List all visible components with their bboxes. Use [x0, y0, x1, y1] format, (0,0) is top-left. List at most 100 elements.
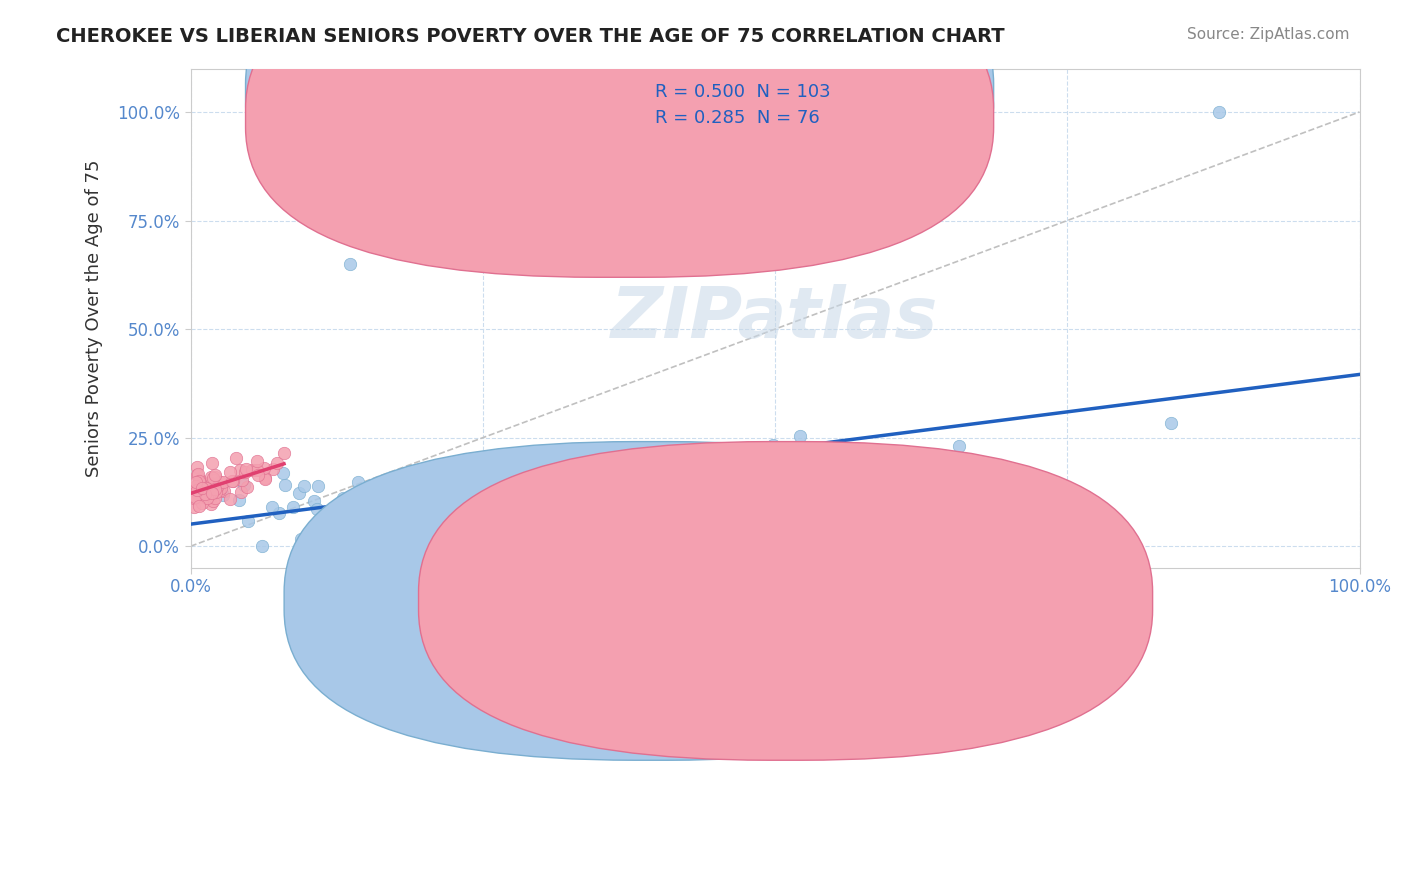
Point	[426, 490, 449, 504]
Point	[186, 483, 208, 498]
Point	[744, 472, 766, 486]
Point	[582, 481, 605, 495]
Point	[453, 485, 475, 500]
Point	[195, 481, 218, 495]
Point	[394, 508, 416, 522]
Point	[246, 463, 269, 477]
Point	[704, 493, 727, 508]
Point	[765, 460, 787, 475]
Point	[665, 449, 688, 463]
Point	[402, 485, 425, 500]
Point	[194, 487, 217, 501]
Point	[209, 481, 232, 495]
Point	[553, 482, 575, 496]
Point	[208, 484, 231, 499]
Point	[290, 532, 312, 546]
Point	[450, 478, 472, 492]
Point	[229, 463, 252, 477]
Point	[200, 470, 222, 484]
Point	[453, 480, 475, 494]
Point	[503, 480, 526, 494]
Text: Source: ZipAtlas.com: Source: ZipAtlas.com	[1187, 27, 1350, 42]
Point	[205, 480, 228, 494]
Point	[202, 474, 225, 488]
Point	[204, 482, 226, 496]
Point	[221, 475, 243, 489]
Point	[198, 491, 221, 505]
Point	[546, 506, 568, 520]
Point	[529, 477, 551, 491]
Point	[253, 461, 276, 475]
Point	[184, 490, 207, 504]
Point	[200, 490, 222, 504]
Point	[209, 475, 232, 489]
Point	[191, 496, 214, 510]
Point	[605, 478, 627, 492]
Point	[789, 429, 811, 443]
Point	[245, 454, 267, 468]
Point	[222, 475, 245, 489]
Point	[191, 479, 214, 493]
Point	[427, 492, 450, 507]
Point	[422, 475, 444, 489]
Point	[219, 465, 242, 479]
Point	[354, 519, 377, 533]
Point	[236, 514, 259, 528]
Point	[547, 477, 569, 491]
Point	[184, 485, 207, 500]
Point	[516, 470, 538, 484]
Point	[195, 481, 218, 495]
Point	[219, 491, 242, 506]
Point	[510, 475, 533, 490]
Point	[411, 477, 433, 491]
Point	[591, 483, 613, 497]
Point	[467, 485, 489, 500]
Point	[283, 500, 305, 514]
Point	[683, 442, 706, 457]
Point	[631, 459, 654, 474]
Point	[187, 467, 209, 482]
Point	[461, 479, 484, 493]
Point	[503, 485, 526, 500]
Text: R = 0.285  N = 76: R = 0.285 N = 76	[655, 109, 820, 127]
Point	[233, 465, 256, 479]
Point	[187, 483, 209, 498]
Point	[307, 501, 329, 516]
Point	[190, 481, 212, 495]
Point	[307, 479, 329, 493]
Point	[302, 493, 325, 508]
Point	[352, 485, 374, 500]
Point	[485, 460, 508, 475]
Point	[250, 539, 273, 553]
Point	[231, 473, 253, 487]
Point	[200, 475, 222, 490]
Point	[373, 513, 395, 527]
Text: Liberians: Liberians	[799, 594, 880, 612]
Point	[340, 492, 363, 507]
Point	[792, 452, 814, 467]
Point	[186, 467, 208, 482]
Text: Cherokee: Cherokee	[676, 594, 761, 612]
Point	[620, 471, 643, 485]
Point	[440, 492, 463, 507]
Point	[1208, 105, 1230, 120]
Point	[360, 480, 382, 494]
FancyBboxPatch shape	[284, 442, 1018, 760]
Point	[350, 499, 373, 513]
Point	[522, 477, 544, 491]
Point	[655, 458, 678, 472]
Point	[212, 484, 235, 499]
Point	[292, 479, 315, 493]
Point	[186, 475, 208, 490]
Point	[332, 491, 354, 505]
Point	[512, 513, 534, 527]
Point	[204, 469, 226, 483]
Point	[187, 478, 209, 492]
Point	[183, 491, 205, 505]
Point	[200, 497, 222, 511]
Point	[212, 475, 235, 490]
Point	[225, 451, 247, 466]
Point	[399, 475, 422, 489]
Point	[184, 483, 207, 497]
Point	[288, 486, 311, 500]
